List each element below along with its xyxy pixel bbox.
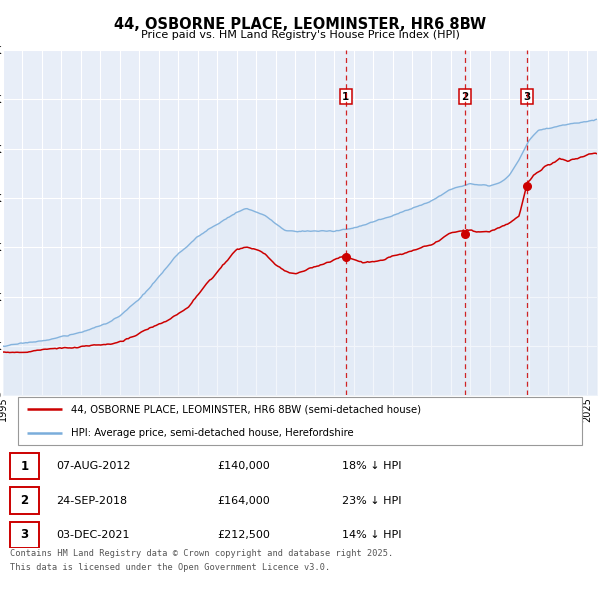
FancyBboxPatch shape (10, 453, 38, 480)
Text: 18% ↓ HPI: 18% ↓ HPI (341, 461, 401, 471)
Text: 2: 2 (20, 494, 28, 507)
Text: 3: 3 (524, 92, 531, 101)
FancyBboxPatch shape (10, 487, 38, 514)
Text: £164,000: £164,000 (217, 496, 269, 506)
Text: This data is licensed under the Open Government Licence v3.0.: This data is licensed under the Open Gov… (10, 563, 331, 572)
Text: £212,500: £212,500 (217, 530, 270, 540)
Text: Price paid vs. HM Land Registry's House Price Index (HPI): Price paid vs. HM Land Registry's House … (140, 30, 460, 40)
Text: 1: 1 (342, 92, 349, 101)
Text: 14% ↓ HPI: 14% ↓ HPI (341, 530, 401, 540)
Text: 23% ↓ HPI: 23% ↓ HPI (341, 496, 401, 506)
Text: £140,000: £140,000 (217, 461, 269, 471)
Text: 03-DEC-2021: 03-DEC-2021 (56, 530, 130, 540)
Text: 3: 3 (20, 528, 28, 541)
FancyBboxPatch shape (10, 522, 38, 548)
Text: 24-SEP-2018: 24-SEP-2018 (56, 496, 128, 506)
Text: 44, OSBORNE PLACE, LEOMINSTER, HR6 8BW (semi-detached house): 44, OSBORNE PLACE, LEOMINSTER, HR6 8BW (… (71, 404, 421, 414)
Text: 2: 2 (461, 92, 469, 101)
Text: 44, OSBORNE PLACE, LEOMINSTER, HR6 8BW: 44, OSBORNE PLACE, LEOMINSTER, HR6 8BW (114, 17, 486, 31)
Text: HPI: Average price, semi-detached house, Herefordshire: HPI: Average price, semi-detached house,… (71, 428, 354, 438)
Text: 1: 1 (20, 460, 28, 473)
Text: 07-AUG-2012: 07-AUG-2012 (56, 461, 131, 471)
FancyBboxPatch shape (18, 398, 582, 445)
Text: Contains HM Land Registry data © Crown copyright and database right 2025.: Contains HM Land Registry data © Crown c… (10, 549, 394, 558)
